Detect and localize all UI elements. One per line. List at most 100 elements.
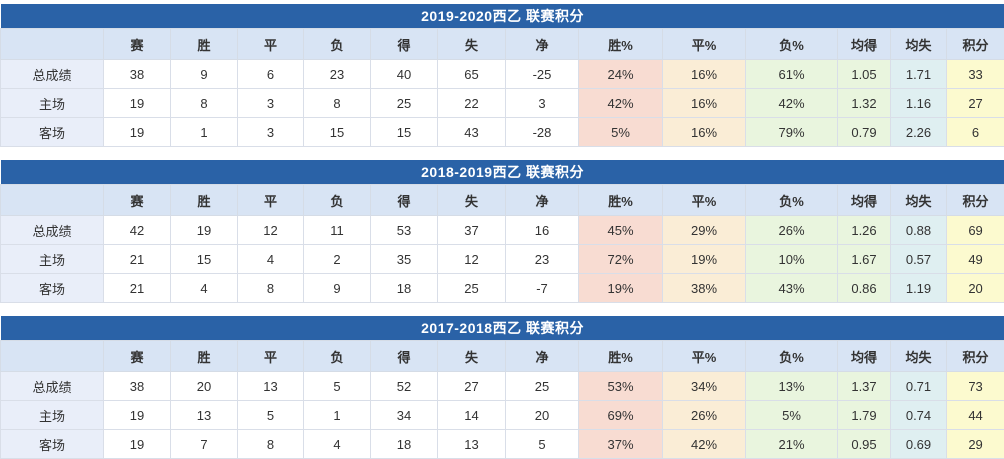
stat-cell-win-pct: 45% (579, 216, 663, 245)
column-header-loss-pct: 负% (746, 185, 838, 216)
stat-cell-loss-pct: 42% (746, 89, 838, 118)
stat-cell-draw-pct: 16% (663, 89, 746, 118)
stat-cell-avg-for: 1.37 (838, 372, 891, 401)
table-row-home: 主场 21 15 4 2 35 12 23 72% 19% 10% 1.67 0… (1, 245, 1004, 274)
column-header-blank (1, 29, 104, 60)
column-header-losses: 负 (304, 29, 371, 60)
stat-cell: 1 (171, 118, 238, 147)
column-header-matches: 赛 (104, 341, 171, 372)
stat-cell: 20 (171, 372, 238, 401)
stat-cell-loss-pct: 61% (746, 60, 838, 89)
season-table-2019-2020: 2019-2020西乙 联赛积分 赛 胜 平 负 得 失 净 胜% 平% 负% … (0, 4, 1004, 147)
stat-cell: 5 (238, 401, 304, 430)
column-header-row: 赛 胜 平 负 得 失 净 胜% 平% 负% 均得 均失 积分 (1, 29, 1004, 60)
stat-cell-avg-for: 1.05 (838, 60, 891, 89)
column-header-goals-against: 失 (438, 341, 506, 372)
stat-cell-draw-pct: 34% (663, 372, 746, 401)
stat-cell: 12 (238, 216, 304, 245)
stat-cell-points: 20 (947, 274, 1004, 303)
stat-cell-avg-for: 1.32 (838, 89, 891, 118)
stat-cell-avg-for: 0.79 (838, 118, 891, 147)
stat-cell: 8 (171, 89, 238, 118)
stat-cell-draw-pct: 16% (663, 60, 746, 89)
stat-cell: 3 (238, 118, 304, 147)
stat-cell: 19 (104, 118, 171, 147)
stat-cell-avg-for: 0.86 (838, 274, 891, 303)
stat-cell: 9 (304, 274, 371, 303)
column-header-avg-for: 均得 (838, 185, 891, 216)
stat-cell-draw-pct: 38% (663, 274, 746, 303)
stat-cell: 5 (506, 430, 579, 459)
stat-cell: 16 (506, 216, 579, 245)
column-header-points: 积分 (947, 29, 1004, 60)
stat-cell: 7 (171, 430, 238, 459)
stat-cell-avg-against: 2.26 (891, 118, 947, 147)
stat-cell-avg-against: 0.57 (891, 245, 947, 274)
column-header-draw-pct: 平% (663, 341, 746, 372)
stat-cell: 19 (104, 401, 171, 430)
table-row-total: 总成绩 42 19 12 11 53 37 16 45% 29% 26% 1.2… (1, 216, 1004, 245)
stat-cell: 3 (238, 89, 304, 118)
stat-cell: 20 (506, 401, 579, 430)
column-header-draws: 平 (238, 341, 304, 372)
row-label: 客场 (1, 430, 104, 459)
stat-cell-loss-pct: 79% (746, 118, 838, 147)
stat-cell: 37 (438, 216, 506, 245)
season-title: 2018-2019西乙 联赛积分 (1, 160, 1004, 185)
column-header-blank (1, 341, 104, 372)
column-header-wins: 胜 (171, 341, 238, 372)
column-header-draw-pct: 平% (663, 29, 746, 60)
stat-cell-draw-pct: 26% (663, 401, 746, 430)
stat-cell: 23 (304, 60, 371, 89)
column-header-wins: 胜 (171, 29, 238, 60)
stat-cell: 18 (371, 430, 438, 459)
stat-cell: 9 (171, 60, 238, 89)
stat-cell-points: 69 (947, 216, 1004, 245)
column-header-row: 赛 胜 平 负 得 失 净 胜% 平% 负% 均得 均失 积分 (1, 341, 1004, 372)
season-table-2018-2019: 2018-2019西乙 联赛积分 赛 胜 平 负 得 失 净 胜% 平% 负% … (0, 160, 1004, 303)
column-header-blank (1, 185, 104, 216)
stat-cell-draw-pct: 19% (663, 245, 746, 274)
stat-cell: 4 (304, 430, 371, 459)
column-header-goals-against: 失 (438, 185, 506, 216)
stat-cell-avg-against: 1.19 (891, 274, 947, 303)
row-label: 总成绩 (1, 60, 104, 89)
stat-cell-loss-pct: 5% (746, 401, 838, 430)
stat-cell-win-pct: 24% (579, 60, 663, 89)
column-header-draw-pct: 平% (663, 185, 746, 216)
stat-cell-points: 73 (947, 372, 1004, 401)
column-header-losses: 负 (304, 341, 371, 372)
stat-cell: 19 (104, 430, 171, 459)
column-header-points: 积分 (947, 185, 1004, 216)
column-header-avg-against: 均失 (891, 341, 947, 372)
stat-cell-win-pct: 53% (579, 372, 663, 401)
season-title: 2019-2020西乙 联赛积分 (1, 4, 1004, 29)
stat-cell-loss-pct: 10% (746, 245, 838, 274)
stat-cell: 27 (438, 372, 506, 401)
column-header-row: 赛 胜 平 负 得 失 净 胜% 平% 负% 均得 均失 积分 (1, 185, 1004, 216)
stat-cell: 35 (371, 245, 438, 274)
stat-cell: 2 (304, 245, 371, 274)
stat-cell-win-pct: 69% (579, 401, 663, 430)
column-header-loss-pct: 负% (746, 341, 838, 372)
table-row-total: 总成绩 38 9 6 23 40 65 -25 24% 16% 61% 1.05… (1, 60, 1004, 89)
column-header-wins: 胜 (171, 185, 238, 216)
stat-cell: 13 (438, 430, 506, 459)
table-row-total: 总成绩 38 20 13 5 52 27 25 53% 34% 13% 1.37… (1, 372, 1004, 401)
column-header-draws: 平 (238, 185, 304, 216)
stat-cell-avg-against: 1.71 (891, 60, 947, 89)
stat-cell: 34 (371, 401, 438, 430)
stat-cell: 42 (104, 216, 171, 245)
stat-cell-draw-pct: 42% (663, 430, 746, 459)
stat-cell: 40 (371, 60, 438, 89)
column-header-goal-diff: 净 (506, 29, 579, 60)
stat-cell: 6 (238, 60, 304, 89)
stat-cell-avg-for: 0.95 (838, 430, 891, 459)
stat-cell: 13 (171, 401, 238, 430)
stat-cell: 25 (506, 372, 579, 401)
stat-cell: 18 (371, 274, 438, 303)
stat-cell-points: 6 (947, 118, 1004, 147)
column-header-goals-for: 得 (371, 29, 438, 60)
row-label: 主场 (1, 89, 104, 118)
stat-cell: 19 (171, 216, 238, 245)
